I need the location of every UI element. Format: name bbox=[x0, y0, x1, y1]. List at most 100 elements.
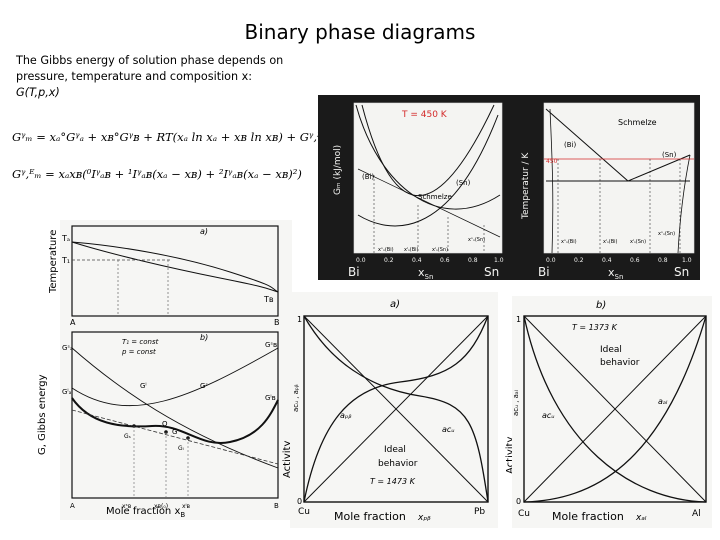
point-gl-label: Gₗ bbox=[178, 445, 184, 452]
pb-ideal-pb bbox=[303, 315, 489, 503]
intro-formula: G(T,p,x) bbox=[16, 86, 60, 99]
gs-upper-curve bbox=[71, 347, 279, 469]
gx-common-tangent bbox=[357, 168, 501, 238]
gl-upper-curve bbox=[71, 347, 279, 407]
pb-label-apb: aₚᵦ bbox=[340, 411, 352, 420]
equation-excess-gibbs: Gᵞ,ᴱₘ = xₐxʙ(⁰Iᵞₐʙ + ¹Iᵞₐʙ(xₐ − xʙ) + ²I… bbox=[12, 167, 302, 181]
pb-y-bottom: 0 bbox=[297, 497, 302, 506]
xmid-tick-label: xʙ(₀) bbox=[154, 503, 168, 510]
gx-melt: Schmelze bbox=[418, 193, 452, 201]
gibbs-energy-axis-label: G, Gibbs energy bbox=[37, 374, 48, 455]
panel-a-tag: a) bbox=[200, 227, 208, 236]
temperatur-axis-label: Temperatur / K bbox=[521, 152, 531, 220]
gx-xlabel: xSn bbox=[418, 266, 433, 280]
gx-marker-label-2: xˡₙ(Bi) bbox=[404, 247, 419, 253]
gx-tick-3: 0.6 bbox=[440, 257, 450, 264]
bi-sn-svg: Gₘ (kJ/mol) T = 450 K (Bi) (Sn) Schmelze… bbox=[333, 102, 695, 280]
gx-marker-label-3: xˡₙ(Sn) bbox=[432, 247, 448, 253]
gx-panel-bg bbox=[353, 102, 503, 254]
pb-yaxis-symbol: aᴄᵤ , aₚᵦ bbox=[292, 384, 300, 412]
tx-gx-figure: a) Tₐ T₁ Tʙ A B b) T₁ = const p = const … bbox=[60, 220, 292, 520]
al-ideal-line2: behavior bbox=[600, 358, 640, 368]
corner-a-bottom: A bbox=[70, 502, 75, 510]
panel-b-tag: b) bbox=[200, 333, 208, 342]
al-ideal-line1: Ideal bbox=[600, 345, 622, 355]
gx-phase-bi: (Bi) bbox=[362, 173, 374, 181]
phase-panel-bg bbox=[543, 102, 695, 254]
pd-phase-sn: (Sn) bbox=[662, 151, 677, 159]
xs-tick-label: xˢʙ bbox=[122, 503, 132, 510]
pd-xlabel: xSn bbox=[608, 266, 623, 280]
panel-b-frame bbox=[71, 331, 279, 499]
t-const-label: T₁ = const bbox=[122, 338, 159, 346]
g-solution-curve bbox=[71, 397, 279, 444]
al-y-top: 1 bbox=[516, 315, 521, 324]
pd-marker-label-4: xˢₙ(Sn) bbox=[658, 231, 675, 237]
gx-end-bi: Bi bbox=[348, 265, 360, 279]
pb-curve-acu bbox=[303, 315, 489, 503]
liquidus-curve bbox=[71, 241, 279, 293]
intro-text: The Gibbs energy of solution phase depen… bbox=[16, 54, 284, 83]
pd-end-sn: Sn bbox=[674, 265, 689, 279]
pd-tick-3: 0.6 bbox=[630, 257, 640, 264]
pd-end-bi: Bi bbox=[538, 265, 550, 279]
al-left-el: Cu bbox=[518, 509, 530, 519]
al-curve-acu bbox=[523, 315, 707, 503]
corner-b-bottom: B bbox=[274, 502, 279, 510]
pb-ideal-line2: behavior bbox=[378, 459, 418, 469]
al-ideal-al bbox=[523, 315, 707, 503]
gx-tick-5: 1.0 bbox=[494, 257, 504, 264]
p-const-label: p = const bbox=[121, 348, 156, 356]
activity-cu-pb-svg: a) 1 0 aᴄᵤ , aₚᵦ aₚᵦ aᴄᵤ Ideal behavior … bbox=[292, 299, 489, 523]
mole-fraction-text: Mole fraction x bbox=[106, 506, 181, 517]
bi-sn-figure: Gₘ (kJ/mol) T = 450 K (Bi) (Sn) Schmelze… bbox=[318, 95, 700, 280]
t1-label: T₁ bbox=[61, 256, 70, 265]
gx-phase-sn: (Sn) bbox=[456, 179, 471, 187]
sn-solvus bbox=[677, 154, 691, 254]
al-panel-tag: b) bbox=[596, 300, 606, 311]
pb-temp: T = 1473 K bbox=[370, 477, 416, 486]
gx-tick-2: 0.4 bbox=[412, 257, 422, 264]
gx-marker-label-1: xˢₙ(Bi) bbox=[378, 247, 394, 253]
al-temp: T = 1373 K bbox=[572, 323, 618, 332]
slide-title: Binary phase diagrams bbox=[244, 20, 476, 44]
pb-label-acu: aᴄᵤ bbox=[442, 425, 455, 434]
xl-tick-label: xˡʙ bbox=[182, 503, 191, 510]
tB-label: Tʙ bbox=[263, 295, 274, 304]
pd-tick-0: 0.0 bbox=[546, 257, 556, 264]
activity-cu-al-figure: b) 1 0 aᴄᵤ , aₐₗ T = 1373 K Ideal behavi… bbox=[512, 296, 712, 528]
equation-gibbs-solution: Gᵞₘ = xₐ°Gᵞₐ + xʙ°Gᵞʙ + RT(xₐ ln xₐ + xʙ… bbox=[12, 130, 330, 144]
pd-xlabel-x: x bbox=[608, 266, 615, 279]
pb-xsym: xₚᵦ bbox=[417, 513, 431, 523]
temperature-axis-label: Temperature bbox=[48, 229, 59, 293]
al-label-aal: aₐₗ bbox=[658, 397, 668, 406]
gx-tick-4: 0.8 bbox=[468, 257, 478, 264]
pb-right-el: Pb bbox=[474, 507, 485, 517]
gx-marker-label-4: xˢₙ(Sn) bbox=[468, 237, 485, 243]
pd-xlabel-sub: Sn bbox=[615, 273, 624, 280]
pd-marker-label-3: xˡₙ(Sn) bbox=[630, 239, 646, 245]
pd-melt: Schmelze bbox=[618, 118, 657, 127]
mole-fraction-sub: B bbox=[180, 511, 186, 519]
al-xlabel: Mole fraction bbox=[552, 510, 624, 523]
pd-marker-label-2: xˡₙ(Bi) bbox=[603, 239, 618, 245]
activity-cu-pb-figure: a) 1 0 aᴄᵤ , aₚᵦ aₚᵦ aᴄᵤ Ideal behavior … bbox=[290, 292, 498, 528]
gx-xlabel-sub: Sn bbox=[425, 273, 434, 280]
al-y-bottom: 0 bbox=[516, 497, 521, 506]
g-sn-curve bbox=[357, 114, 499, 227]
al-yaxis-symbol: aᴄᵤ , aₐₗ bbox=[512, 390, 520, 416]
ga-l-label: Gˡₐ bbox=[62, 388, 72, 396]
point-g-label: G bbox=[172, 428, 177, 436]
al-right-el: Al bbox=[692, 509, 701, 519]
gl-label: Gˡ bbox=[140, 382, 147, 390]
pd-tick-2: 0.4 bbox=[602, 257, 612, 264]
pd-phase-bi: (Bi) bbox=[564, 141, 576, 149]
corner-a-top: A bbox=[70, 318, 76, 327]
tA-label: Tₐ bbox=[61, 234, 70, 243]
activity-cu-al-svg: b) 1 0 aᴄᵤ , aₐₗ T = 1373 K Ideal behavi… bbox=[512, 300, 707, 523]
pb-curve-apb bbox=[303, 315, 489, 503]
gb-l-label: Gˡʙ bbox=[265, 394, 276, 402]
gx-xlabel-x: x bbox=[418, 266, 425, 279]
gb-s-label: Gˢʙ bbox=[265, 341, 277, 349]
common-tangent bbox=[71, 409, 279, 465]
